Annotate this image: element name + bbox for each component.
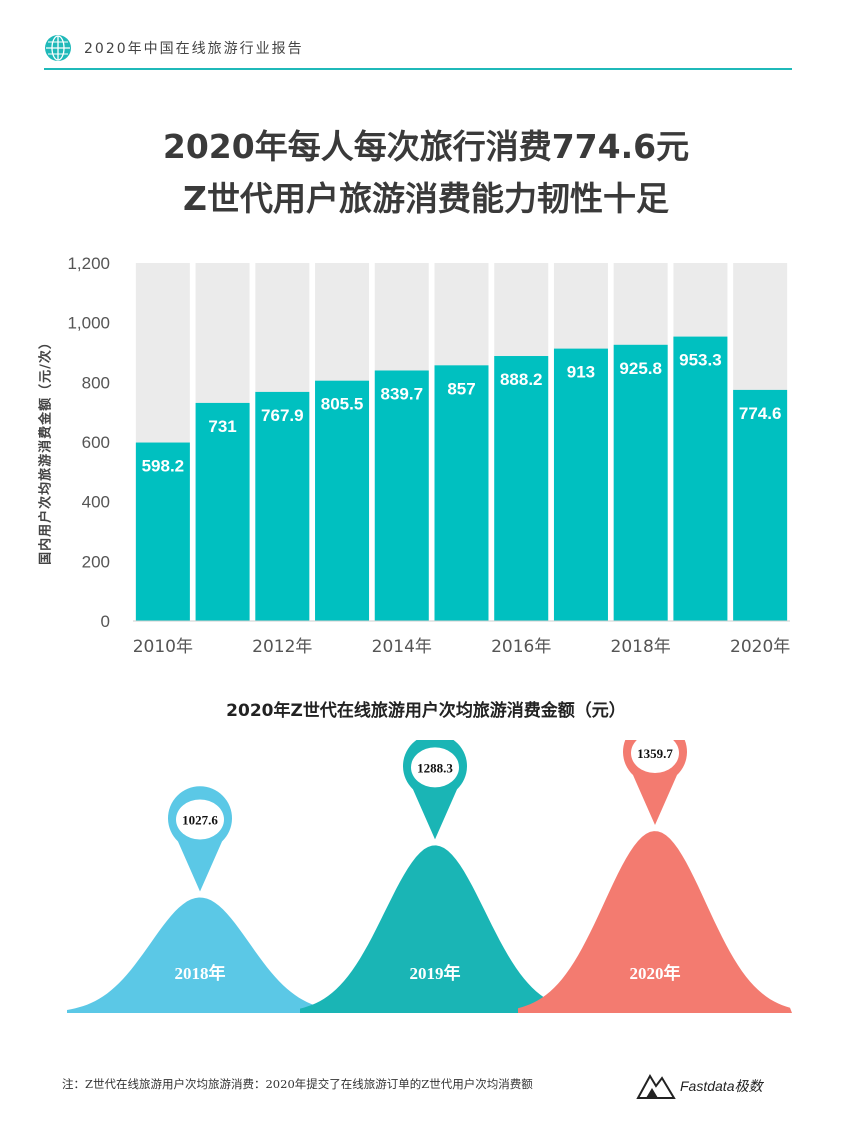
x-tick-label: 2020年 <box>730 637 790 657</box>
y-tick-label: 1,200 <box>67 254 110 273</box>
bar <box>315 380 370 621</box>
x-tick-label: 2012年 <box>252 637 312 657</box>
pin-value-bubble <box>631 740 679 774</box>
x-tick-label: 2014年 <box>372 637 432 657</box>
mountain-shape <box>300 845 570 1013</box>
mountain-logo-icon <box>636 1073 676 1099</box>
logo-text: Fastdata极数 <box>680 1078 763 1094</box>
pin-value-label: 1359.7 <box>637 746 673 761</box>
main-title-line1: 2020年每人每次旅行消费774.6元 <box>162 127 690 166</box>
y-tick-label: 200 <box>82 552 110 571</box>
y-tick-label: 1,000 <box>67 314 110 333</box>
bar <box>673 336 728 621</box>
bar <box>135 442 190 621</box>
bar <box>553 348 608 621</box>
bar-value-label: 913 <box>567 363 595 382</box>
mountain-shape <box>518 831 792 1013</box>
sub-chart-title: 2020年Z世代在线旅游用户次均旅游消费金额（元） <box>226 701 626 721</box>
bar-chart: 0 200 400 600 800 1,000 1,200 598.2 731 767.9 805.… <box>67 254 790 657</box>
bar <box>494 356 549 621</box>
bar-value-label: 925.8 <box>619 359 662 378</box>
bar-value-label: 598.2 <box>142 457 185 476</box>
pin-value-bubble <box>176 799 224 840</box>
bar <box>195 402 250 621</box>
y-tick-label: 600 <box>82 433 110 452</box>
year-label: 2018年 <box>175 963 226 983</box>
year-label: 2019年 <box>410 963 461 983</box>
pin-value-bubble <box>411 747 459 788</box>
header-divider <box>44 68 792 70</box>
globe-icon <box>45 35 71 61</box>
z-gen-chart: 1027.6 2018年 1288.3 2019年 1359.7 2020年 <box>67 740 792 1013</box>
fastdata-logo: Fastdata极数 <box>636 1066 796 1106</box>
x-tick-label: 2016年 <box>491 637 551 657</box>
y-tick-label: 800 <box>82 373 110 392</box>
pin-value-label: 1288.3 <box>417 760 453 775</box>
bar-value-label: 731 <box>208 417 236 436</box>
bar <box>613 344 668 621</box>
main-title-line2: Z世代用户旅游消费能力韧性十足 <box>183 179 669 218</box>
bar-value-label: 953.3 <box>679 351 722 370</box>
year-label: 2020年 <box>630 963 681 983</box>
bar-value-label: 839.7 <box>380 384 423 403</box>
bar <box>374 370 429 621</box>
y-tick-label: 400 <box>82 493 110 512</box>
bar-value-label: 805.5 <box>321 395 364 414</box>
x-tick-label: 2010年 <box>133 637 193 657</box>
footnote: 注：Z世代在线旅游用户次均旅游消费：2020年提交了在线旅游订单的Z世代用户次均… <box>62 1077 533 1091</box>
bar-value-label: 774.6 <box>739 404 782 423</box>
bar-value-label: 767.9 <box>261 406 304 425</box>
bar <box>255 391 310 621</box>
report-header: 2020年中国在线旅游行业报告 <box>44 32 792 72</box>
report-title: 2020年中国在线旅游行业报告 <box>84 41 304 57</box>
y-tick-label: 0 <box>101 612 110 631</box>
pin-value-label: 1027.6 <box>182 812 218 827</box>
bar <box>733 389 788 621</box>
bar-value-label: 857 <box>447 379 475 398</box>
bar-value-label: 888.2 <box>500 370 543 389</box>
bar <box>434 365 489 621</box>
mountain-shape <box>67 897 333 1013</box>
x-tick-label: 2018年 <box>611 637 671 657</box>
